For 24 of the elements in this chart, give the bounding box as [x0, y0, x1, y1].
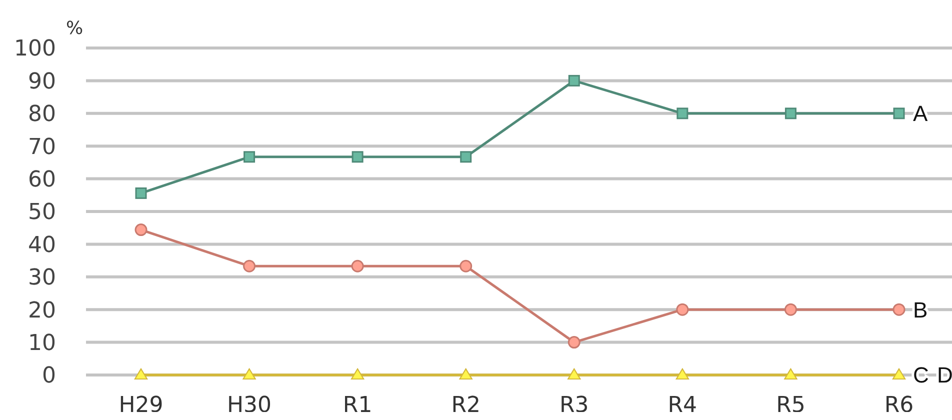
x-tick-label: R5 [776, 393, 806, 418]
y-tick-label: 20 [28, 298, 56, 324]
x-tick-label: H30 [227, 393, 272, 418]
series-label: D [937, 362, 952, 388]
y-tick-label: 40 [28, 232, 56, 258]
x-tick-label: R1 [342, 393, 372, 418]
x-tick-label: R2 [451, 393, 481, 418]
y-tick-label: 90 [28, 69, 56, 94]
y-tick-label: 0 [42, 364, 56, 389]
x-tick-label: R4 [668, 393, 698, 418]
series-label: C [913, 362, 929, 388]
x-tick-label: R6 [884, 393, 914, 418]
y-tick-label: 60 [28, 168, 56, 192]
x-tick-label: R3 [559, 393, 589, 418]
series-label: B [913, 297, 928, 322]
x-tick-label: H29 [118, 393, 164, 418]
y-tick-label: 50 [28, 200, 56, 226]
y-axis-title: % [66, 18, 84, 39]
series-label: A [913, 101, 928, 126]
y-tick-label: 100 [14, 36, 56, 62]
y-tick-label: 70 [28, 134, 56, 160]
y-tick-label: 10 [28, 331, 56, 356]
y-tick-label: 30 [28, 266, 56, 291]
y-tick-label: 80 [28, 102, 56, 128]
